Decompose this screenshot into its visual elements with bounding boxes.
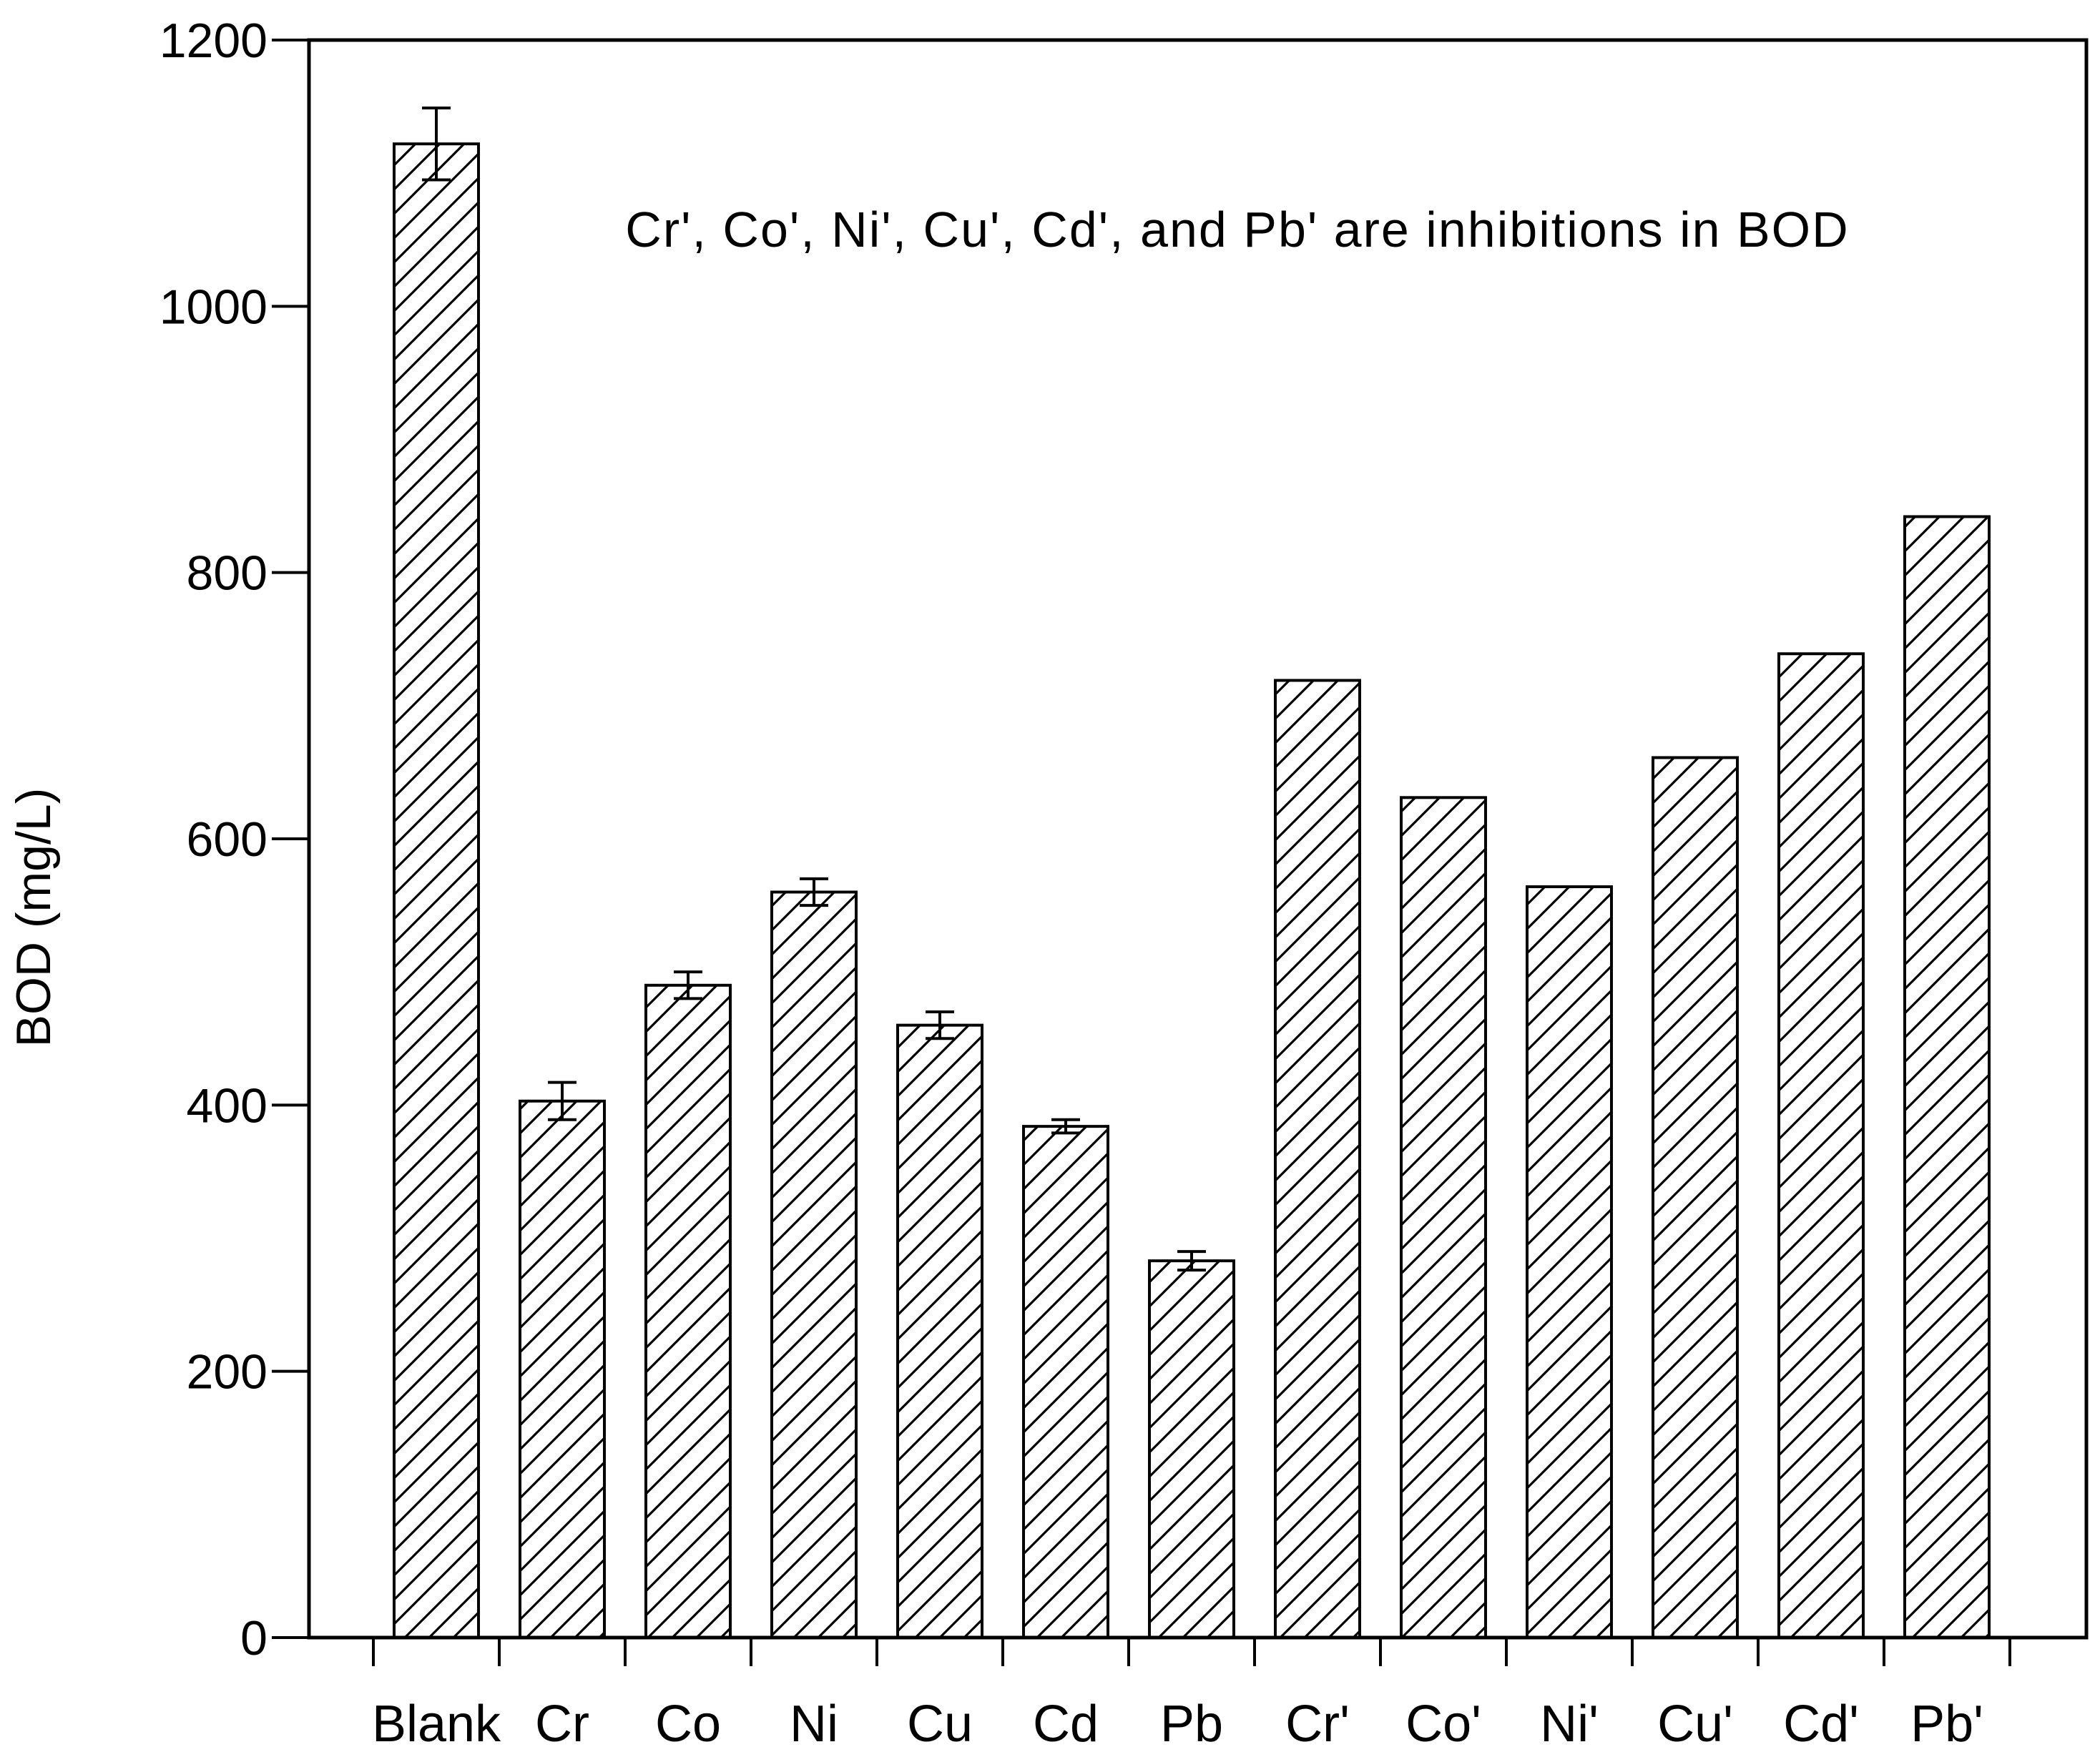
- error-bar: [1051, 1118, 1080, 1135]
- x-axis-ticks: Blank Cr Co Ni Cu Cd Pb Cr' Co' Ni' Cu' Cd' Pb': [372, 1638, 2011, 1753]
- y-tick-label: 1000: [160, 280, 268, 334]
- error-bar: [1177, 1250, 1206, 1272]
- x-category-label: Pb': [1910, 1696, 1983, 1753]
- y-tick-label: 1200: [160, 14, 268, 68]
- bar: [519, 1099, 606, 1639]
- y-tick-label: 0: [240, 1611, 268, 1665]
- x-category-label: Ni: [790, 1696, 838, 1753]
- y-axis-ticks: 0 200 400 600 800 1000 1200: [160, 14, 309, 1665]
- x-category-label: Cu': [1657, 1696, 1733, 1753]
- x-category-label: Cd: [1033, 1696, 1099, 1753]
- bar: [1652, 756, 1739, 1639]
- x-category-label: Ni': [1540, 1696, 1599, 1753]
- error-bars-layer: [422, 106, 1206, 1272]
- x-category-label: Co: [655, 1696, 721, 1753]
- x-category-label: Cr: [535, 1696, 589, 1753]
- y-tick-label: 600: [187, 812, 268, 867]
- x-category-label: Cr': [1285, 1696, 1350, 1753]
- bar: [896, 1023, 983, 1639]
- x-category-label: Blank: [372, 1696, 501, 1753]
- error-bar: [800, 877, 828, 907]
- bar: [1526, 885, 1613, 1639]
- y-tick-label: 800: [187, 546, 268, 601]
- error-bar: [422, 106, 451, 182]
- bar: [1148, 1259, 1235, 1639]
- bar: [1903, 515, 1991, 1639]
- bars-layer: [393, 142, 1991, 1640]
- error-bar: [674, 970, 702, 1000]
- bar: [1777, 652, 1865, 1639]
- bar: [1400, 796, 1487, 1639]
- error-bar: [548, 1081, 576, 1121]
- y-axis-title: BOD (mg/L): [6, 788, 61, 1048]
- chart-annotation: Cr', Co', Ni', Cu', Cd', and Pb' are inh…: [625, 202, 1849, 257]
- bar: [1022, 1125, 1109, 1639]
- bar: [393, 142, 480, 1640]
- x-category-label: Cu: [907, 1696, 973, 1753]
- bar: [644, 983, 732, 1639]
- x-category-label: Co': [1405, 1696, 1481, 1753]
- x-category-label: Cd': [1783, 1696, 1859, 1753]
- error-bar: [926, 1010, 954, 1040]
- bar: [770, 890, 858, 1639]
- y-tick-label: 400: [187, 1078, 268, 1133]
- bar: [1274, 679, 1361, 1639]
- y-tick-label: 200: [187, 1345, 268, 1399]
- x-category-label: Pb: [1160, 1696, 1223, 1753]
